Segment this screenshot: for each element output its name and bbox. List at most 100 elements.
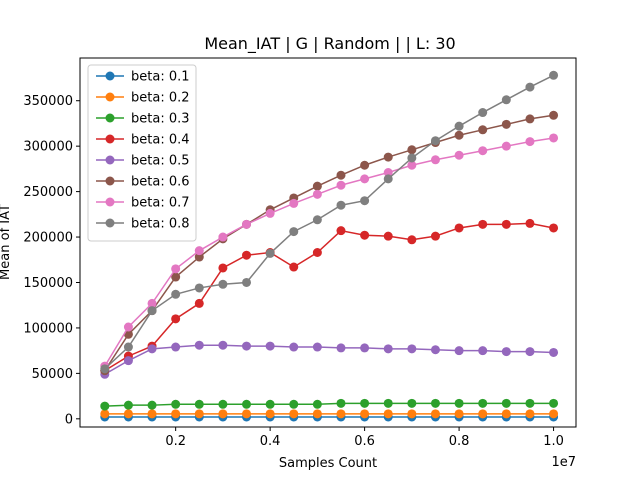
legend-marker (105, 71, 115, 81)
data-point (383, 409, 393, 419)
legend-label: beta: 0.6 (131, 175, 190, 190)
data-point (525, 137, 535, 147)
data-point (454, 121, 464, 131)
data-point (478, 219, 488, 229)
y-tick-label: 200000 (23, 231, 73, 246)
data-point (501, 398, 511, 408)
y-tick-label: 300000 (23, 140, 73, 155)
data-point (407, 160, 417, 170)
plot-frame (79, 57, 577, 428)
data-point (360, 409, 370, 419)
data-point (336, 226, 346, 236)
data-point (218, 409, 228, 419)
data-point (525, 398, 535, 408)
data-point (265, 409, 275, 419)
data-point (360, 196, 370, 206)
legend-label: beta: 0.7 (131, 196, 190, 211)
data-point (242, 219, 252, 229)
data-point (383, 168, 393, 178)
data-point (147, 409, 157, 419)
data-point (242, 277, 252, 287)
data-point (407, 344, 417, 354)
data-point (289, 198, 299, 208)
data-point (336, 200, 346, 210)
legend-label: beta: 0.8 (131, 217, 190, 232)
y-axis-label: Mean of IAT (0, 204, 13, 280)
data-point (430, 136, 440, 146)
legend-item: beta: 0.2 (96, 91, 190, 106)
data-point (312, 181, 322, 191)
legend-marker (105, 92, 115, 102)
legend-marker (105, 155, 115, 165)
data-point (147, 400, 157, 410)
x-tick-label: 0.2 (165, 434, 186, 449)
x-tick-label: 0.4 (260, 434, 281, 449)
x-tick-label: 1.0 (543, 434, 564, 449)
data-point (478, 398, 488, 408)
data-point (525, 409, 535, 419)
data-point (171, 272, 181, 282)
data-point (242, 409, 252, 419)
data-point (430, 398, 440, 408)
legend-marker (105, 134, 115, 144)
y-tick-label: 0 (65, 412, 73, 427)
data-point (501, 409, 511, 419)
data-point (171, 314, 181, 324)
data-point (100, 401, 110, 411)
data-point (194, 298, 204, 308)
data-point (360, 398, 370, 408)
data-point (454, 130, 464, 140)
data-point (549, 133, 559, 143)
data-point (123, 322, 133, 332)
data-point (430, 409, 440, 419)
data-point (194, 283, 204, 293)
data-point (312, 247, 322, 257)
data-point (549, 398, 559, 408)
legend-marker (105, 218, 115, 228)
legend-label: beta: 0.5 (131, 154, 190, 169)
data-point (407, 235, 417, 245)
data-point (289, 409, 299, 419)
data-point (123, 342, 133, 352)
data-point (549, 223, 559, 233)
data-point (336, 343, 346, 353)
data-point (265, 208, 275, 218)
legend-item: beta: 0.6 (96, 175, 190, 190)
data-point (171, 289, 181, 299)
legend-item: beta: 0.3 (96, 112, 190, 127)
data-point (407, 145, 417, 155)
data-point (312, 215, 322, 225)
legend-label: beta: 0.4 (131, 133, 190, 148)
data-point (171, 264, 181, 274)
legend-item: beta: 0.4 (96, 133, 190, 148)
data-point (478, 346, 488, 356)
data-point (383, 152, 393, 162)
data-point (289, 342, 299, 352)
legend-label: beta: 0.1 (131, 70, 190, 85)
data-point (383, 398, 393, 408)
data-point (525, 347, 535, 357)
data-point (525, 82, 535, 92)
data-point (454, 346, 464, 356)
data-point (194, 340, 204, 350)
legend-marker (105, 113, 115, 123)
data-point (194, 252, 204, 262)
data-point (123, 356, 133, 366)
legend-item: beta: 0.7 (96, 196, 190, 211)
data-point (360, 174, 370, 184)
y-tick-label: 150000 (23, 276, 73, 291)
data-point (289, 227, 299, 237)
data-point (454, 409, 464, 419)
legend-label: beta: 0.3 (131, 112, 190, 127)
data-point (336, 398, 346, 408)
data-point (194, 399, 204, 409)
data-point (265, 341, 275, 351)
data-point (478, 125, 488, 135)
data-point (100, 409, 110, 419)
data-point (407, 153, 417, 163)
data-point (312, 399, 322, 409)
data-point (100, 364, 110, 374)
legend-box (87, 64, 197, 242)
data-point (312, 409, 322, 419)
